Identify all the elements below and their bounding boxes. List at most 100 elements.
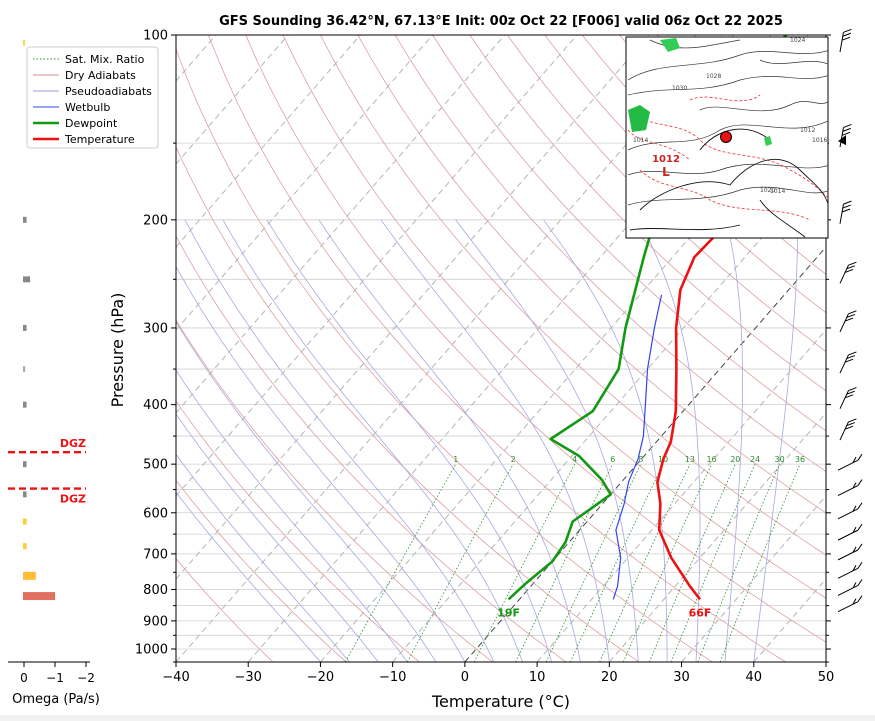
x-tick-label: −10 xyxy=(379,670,406,685)
dry-adiabat-line xyxy=(176,235,567,662)
pseudoadiabat-line xyxy=(380,219,610,662)
wind-barb-feather xyxy=(844,268,854,273)
plot-frame xyxy=(175,34,827,663)
isotherm-line xyxy=(176,35,506,414)
wind-barb xyxy=(837,579,863,596)
wind-barb-feather xyxy=(844,394,854,399)
mixing-ratio-label: 1 xyxy=(453,455,458,464)
precip-area xyxy=(628,105,650,132)
surface-dewpoint-label: 19F xyxy=(497,606,520,619)
dry-adiabat-line xyxy=(176,558,274,662)
isotherm-line xyxy=(176,35,289,165)
wind-barb-staff xyxy=(839,421,849,441)
dry-adiabat-line xyxy=(176,319,493,662)
precip-area xyxy=(764,136,772,146)
pseudoadiabat-line xyxy=(638,219,701,662)
wind-barb-staff xyxy=(839,204,844,224)
wind-barb-feather xyxy=(846,355,855,360)
thickness-contour xyxy=(639,169,811,221)
wind-barb-staff xyxy=(837,529,859,541)
omega-bar xyxy=(23,39,25,46)
pseudoadiabat-line xyxy=(753,219,799,662)
omega-axis-label: Omega (Pa/s) xyxy=(12,692,100,707)
wind-barb-feather xyxy=(852,482,857,489)
wind-barb-feather xyxy=(846,265,855,270)
wind-barb-feather xyxy=(843,200,852,205)
isotherm-line xyxy=(176,35,650,580)
dry-adiabat-line xyxy=(176,479,347,662)
omega-panel: DGZ DGZ 0 −1 −2 xyxy=(8,39,95,685)
wind-barb xyxy=(839,418,857,441)
wind-barb-feather xyxy=(857,562,863,569)
isobar-contour xyxy=(627,186,828,206)
legend-label: Dewpoint xyxy=(65,117,118,130)
mixing-ratio-label: 6 xyxy=(610,455,615,464)
x-tick-label: 40 xyxy=(746,670,763,685)
mixing-ratio-label: 20 xyxy=(730,455,740,464)
wind-barb-staff xyxy=(837,601,859,613)
pseudoadiabat-line xyxy=(318,219,581,662)
y-tick-label: 400 xyxy=(143,398,168,413)
wind-barb-staff xyxy=(839,127,844,148)
wind-barb-feather xyxy=(843,123,852,128)
pressure-center-value: 1012 xyxy=(652,154,680,165)
isobar-label: 1020 xyxy=(760,187,775,194)
wind-barb xyxy=(837,502,863,520)
mixing-ratio-label: 36 xyxy=(795,455,805,464)
dry-adiabat-line xyxy=(357,35,826,514)
wind-barb-feather xyxy=(848,310,857,315)
wind-barb-feather xyxy=(852,582,857,589)
isobar-contour xyxy=(699,100,828,112)
isobar-contour xyxy=(649,39,741,49)
x-tick-label: 30 xyxy=(673,670,690,685)
omega-bar xyxy=(23,491,27,498)
omega-tick-label: −2 xyxy=(77,671,95,685)
isobar-label: 1014 xyxy=(770,188,785,195)
wind-barb-feather xyxy=(852,565,857,572)
omega-tick-label: −1 xyxy=(46,671,64,685)
wind-barb-feather xyxy=(852,456,857,463)
mixing-ratio-line xyxy=(570,464,664,662)
y-tick-label: 600 xyxy=(143,506,168,521)
pseudoadiabat-line xyxy=(543,219,668,662)
pseudoadiabat-line xyxy=(176,369,408,662)
isobar-contour xyxy=(627,50,828,81)
isobar-label: 1012 xyxy=(800,127,815,134)
mixing-ratio-label: 13 xyxy=(685,455,695,464)
wind-barb xyxy=(838,123,852,148)
wind-barb-feather xyxy=(857,543,863,551)
wind-barb xyxy=(839,387,857,409)
mixing-ratio-line xyxy=(622,464,712,662)
wind-barb xyxy=(839,200,852,224)
isobar-contour xyxy=(627,75,828,96)
wind-barb xyxy=(839,310,857,333)
bottom-strip xyxy=(0,715,875,721)
pseudoadiabat-line xyxy=(176,265,466,662)
map-border xyxy=(759,199,806,238)
wind-barb-feather xyxy=(846,390,855,395)
wind-barb-feather xyxy=(857,579,863,586)
legend-label: Temperature xyxy=(64,133,135,146)
wind-barb-feather xyxy=(842,204,851,209)
mixing-ratio-line xyxy=(599,464,691,662)
dry-adiabat-line xyxy=(506,35,826,353)
wind-barb-staff xyxy=(837,549,859,561)
wind-barb-pennant xyxy=(838,135,846,146)
pseudoadiabat-line xyxy=(176,413,379,662)
omega-bar xyxy=(23,592,56,601)
dry-adiabat-line xyxy=(394,35,826,472)
mixing-ratio-line xyxy=(648,464,736,662)
pseudoadiabat-line xyxy=(184,219,495,662)
surface-temperature-label: 66F xyxy=(689,606,712,619)
map-border xyxy=(629,224,741,231)
mixing-ratio-label: 2 xyxy=(511,455,516,464)
thickness-contour xyxy=(689,94,761,102)
legend-label: Sat. Mix. Ratio xyxy=(65,53,145,66)
omega-bar xyxy=(23,216,27,223)
mixing-ratio-label: 30 xyxy=(775,455,785,464)
x-tick-label: 10 xyxy=(529,670,546,685)
mixing-ratio-label: 24 xyxy=(750,455,760,464)
wind-barb xyxy=(837,523,863,541)
y-tick-label: 500 xyxy=(143,458,168,473)
wind-barb-feather xyxy=(848,387,857,392)
